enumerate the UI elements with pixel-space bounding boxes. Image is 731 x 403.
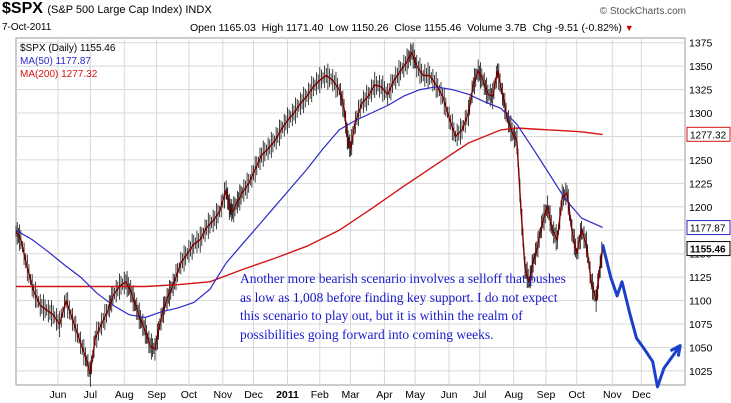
x-tick-label: Oct: [569, 389, 585, 401]
y-tick-label: 1075: [689, 319, 713, 331]
x-tick-label: Dec: [244, 389, 263, 401]
legend: $SPX (Daily) 1155.46 MA(50) 1177.87 MA(2…: [20, 42, 115, 81]
y-tick-label: 1050: [689, 342, 713, 354]
price-label-box: [686, 241, 731, 257]
index-subtitle: (S&P 500 Large Cap Index) INDX: [47, 4, 212, 16]
x-tick-label: May: [405, 389, 426, 401]
x-tick-label: Apr: [376, 389, 393, 401]
change-value: Chg -9.51 (-0.82%): [532, 22, 622, 34]
y-tick-label: 1125: [689, 272, 712, 284]
x-tick-label: Aug: [504, 389, 523, 401]
ma50-line: [15, 86, 603, 319]
x-tick-label: Oct: [181, 389, 197, 401]
x-tick-label: Aug: [115, 389, 134, 401]
projection-line: [601, 243, 682, 389]
price-line: [15, 50, 604, 374]
y-tick-label: 1025: [689, 366, 713, 378]
chart-date: 7-Oct-2011: [2, 22, 52, 33]
y-tick-label: 1225: [689, 178, 713, 190]
ohlc-readout: Open 1165.03 High 1171.40 Low 1150.26 Cl…: [190, 22, 634, 34]
x-tick-label: Sep: [537, 389, 556, 401]
projection-arrowhead: [669, 344, 682, 357]
high-value: High 1171.40: [261, 22, 324, 34]
price-label-box: [686, 126, 731, 142]
legend-ma50: MA(50) 1177.87: [20, 56, 91, 67]
y-tick-label: 1250: [689, 155, 713, 167]
y-tick-label: 1300: [689, 108, 713, 120]
low-value: Low 1150.26: [329, 22, 389, 34]
symbol: $SPX: [2, 0, 43, 17]
change-down-icon: ▼: [624, 23, 634, 33]
x-tick-label: Feb: [311, 389, 329, 401]
x-tick-label: Sep: [147, 389, 166, 401]
y-tick-label: 1375: [689, 38, 713, 50]
x-tick-label: Jul: [473, 389, 486, 401]
annotation-text: Another more bearish scenario involves a…: [240, 271, 566, 342]
x-tick-label: Nov: [603, 389, 622, 401]
open-value: Open 1165.03: [190, 22, 256, 34]
x-tick-label: 2011: [276, 389, 299, 401]
price-label-ma200: 1277.32: [690, 130, 727, 141]
close-value: Close 1155.46: [394, 22, 462, 34]
volume-value: Volume 3.7B: [467, 22, 527, 34]
chart-title: $SPX (S&P 500 Large Cap Index) INDX: [2, 0, 212, 18]
price-label-box: [686, 220, 731, 236]
y-tick-label: 1100: [689, 296, 712, 308]
stockcharts-credit: © StockCharts.com: [599, 6, 686, 17]
ma200-line: [16, 127, 603, 288]
price-label-price: 1155.46: [690, 245, 726, 256]
y-tick-label: 1200: [689, 202, 713, 214]
y-tick-label: 1350: [689, 61, 713, 73]
x-tick-label: Jun: [50, 389, 67, 401]
x-tick-label: Jul: [84, 389, 97, 401]
x-tick-label: Jun: [441, 389, 458, 401]
y-tick-label: 1325: [689, 85, 713, 97]
legend-price: $SPX (Daily) 1155.46: [20, 43, 116, 54]
x-tick-label: Mar: [341, 389, 360, 401]
price-label-ma50: 1177.87: [690, 224, 726, 235]
x-tick-label: Nov: [213, 389, 232, 401]
x-tick-label: Dec: [632, 389, 651, 401]
legend-ma200: MA(200) 1277.32: [20, 69, 98, 80]
